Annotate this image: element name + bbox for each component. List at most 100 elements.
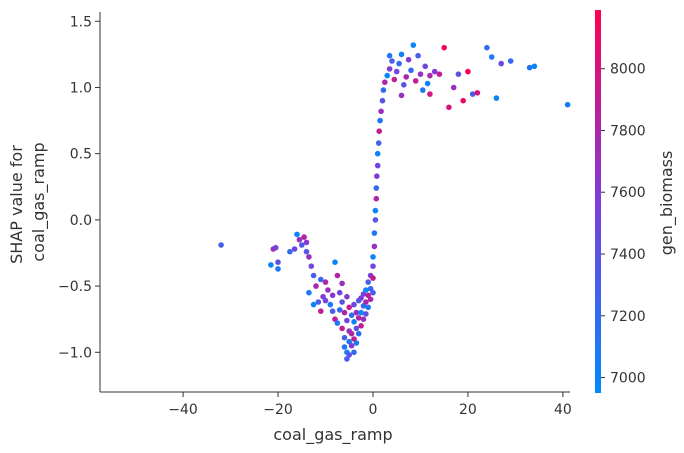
data-point	[353, 340, 360, 346]
colorbar-tick-label: 8000	[610, 62, 646, 78]
data-point	[348, 330, 355, 337]
data-point	[396, 60, 402, 67]
colorbar-tick-label: 7400	[610, 247, 646, 263]
data-point	[374, 162, 381, 169]
data-point	[469, 91, 476, 97]
data-point	[363, 299, 369, 305]
data-point	[325, 287, 331, 293]
data-point	[371, 230, 378, 236]
data-point	[291, 246, 298, 252]
data-point	[374, 150, 381, 157]
data-point	[408, 67, 414, 74]
data-point	[344, 317, 350, 324]
data-point	[296, 236, 303, 243]
data-point	[401, 82, 407, 88]
data-point	[389, 58, 395, 64]
data-point	[378, 108, 384, 115]
data-point	[358, 323, 364, 329]
y-axis-label-line-1: SHAP value for	[7, 145, 26, 264]
data-point	[268, 262, 274, 268]
data-point	[322, 297, 329, 304]
data-point	[351, 349, 357, 356]
data-point	[403, 74, 410, 80]
data-point	[410, 42, 417, 48]
data-point	[412, 78, 419, 84]
data-point	[415, 52, 421, 59]
data-point	[370, 263, 376, 270]
data-point	[371, 243, 378, 250]
data-point	[493, 95, 500, 101]
data-point	[465, 68, 471, 75]
data-point	[441, 44, 448, 51]
data-point	[422, 63, 429, 70]
data-point	[526, 64, 533, 71]
data-point	[360, 316, 367, 323]
data-point	[488, 54, 495, 60]
data-point	[341, 344, 348, 350]
data-point	[339, 299, 345, 305]
data-point	[348, 312, 355, 319]
ticks-layer: −40 −20 0 20 40 −1.0 −0.5 0.0 0.5 1.0 1.5	[58, 14, 572, 418]
data-point	[306, 254, 312, 260]
data-point	[344, 293, 350, 300]
data-point	[498, 60, 505, 67]
data-point	[374, 173, 380, 179]
data-point	[346, 304, 353, 311]
data-point	[353, 325, 360, 332]
data-point	[393, 68, 400, 75]
data-point	[339, 325, 345, 332]
data-point	[417, 71, 424, 77]
data-point	[287, 248, 293, 255]
data-point	[294, 231, 300, 238]
data-point	[386, 66, 393, 72]
data-point	[355, 315, 362, 321]
data-point	[398, 51, 405, 58]
data-point	[318, 308, 324, 315]
x-tick-label: 0	[369, 402, 378, 418]
data-point	[370, 254, 376, 260]
data-point	[306, 289, 312, 296]
colorbar-ticks-layer: 7000 7200 7400 7600 7800 8000	[601, 62, 646, 387]
data-point	[379, 97, 386, 104]
y-tick-label: 0.0	[70, 213, 92, 229]
y-tick-label: −0.5	[58, 279, 92, 295]
data-point	[376, 128, 383, 134]
data-point	[332, 259, 338, 266]
y-tick-label: 1.5	[70, 14, 92, 30]
data-point	[436, 71, 443, 77]
data-point	[564, 101, 571, 108]
data-point	[272, 244, 279, 251]
data-point	[446, 104, 452, 111]
data-point	[310, 301, 317, 308]
data-point	[460, 97, 467, 104]
colorbar-tick-label: 7600	[610, 185, 646, 201]
data-point	[474, 90, 481, 96]
data-point	[427, 91, 433, 97]
data-point	[355, 330, 362, 337]
data-point	[382, 79, 388, 85]
data-point	[329, 308, 336, 315]
data-point	[303, 239, 310, 246]
data-point	[384, 72, 391, 79]
colorbar	[595, 10, 601, 393]
y-tick-label: 0.5	[70, 147, 92, 163]
data-point	[365, 279, 372, 285]
data-point	[365, 304, 372, 311]
data-point	[353, 309, 360, 316]
data-point	[341, 309, 348, 316]
x-tick-label: −20	[263, 402, 293, 418]
y-axis-label-line-2: coal_gas_ramp	[29, 142, 49, 261]
data-point	[398, 92, 405, 99]
data-point	[339, 280, 345, 287]
data-point	[329, 292, 336, 299]
data-point	[218, 242, 224, 248]
x-tick-label: 40	[554, 402, 572, 418]
data-point	[431, 68, 438, 75]
data-point	[372, 207, 379, 214]
data-point	[341, 334, 348, 341]
data-point	[405, 56, 412, 63]
data-point	[336, 289, 343, 296]
data-point	[299, 242, 305, 248]
colorbar-tick-label: 7800	[610, 123, 646, 139]
